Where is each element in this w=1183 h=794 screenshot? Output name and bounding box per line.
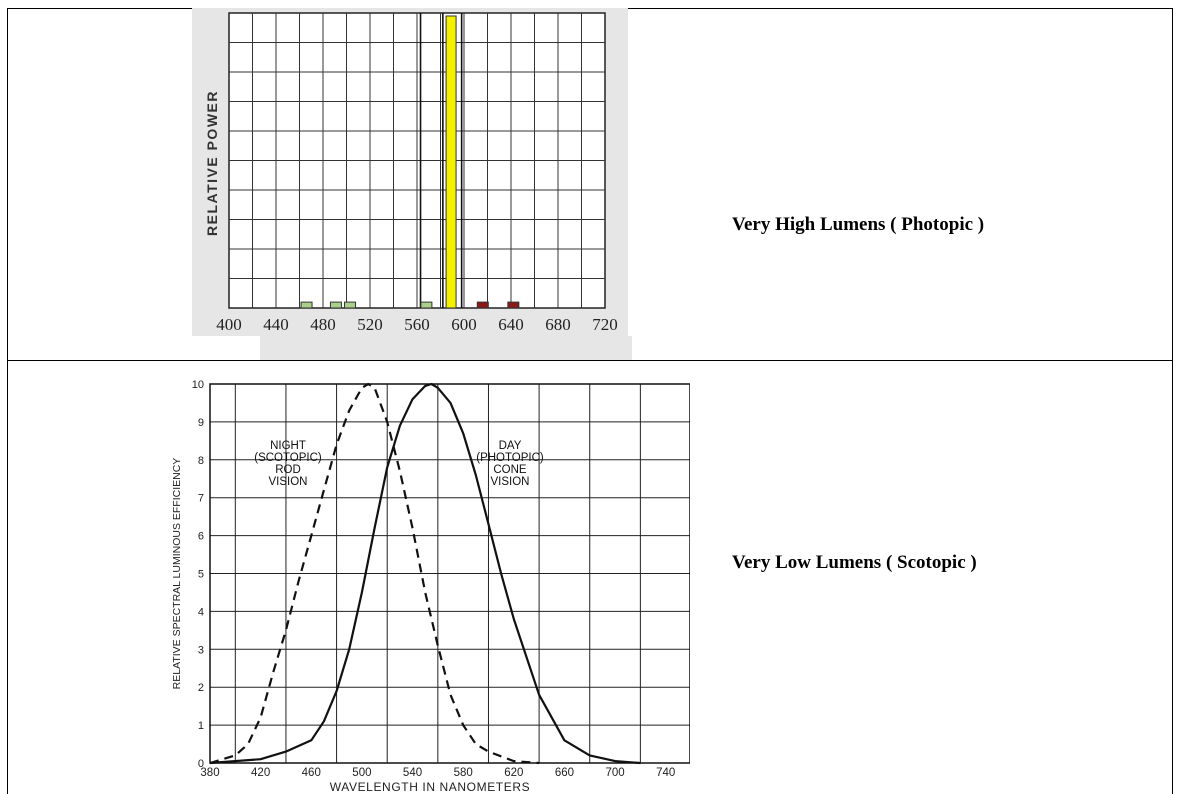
x-tick-label: 400	[216, 315, 242, 334]
efficiency-panel: 0 1 2 3 4 5 6 7 8 9 10 380 420 460 500 540 580 620 660 700 7…	[160, 372, 690, 794]
scotopic-curve	[209, 382, 540, 765]
x-tick-label: 380	[200, 767, 219, 779]
caption-scotopic: Very Low Lumens ( Scotopic )	[732, 552, 977, 573]
spectrum-panel: 400 440 480 520 560 600 640 680 720 RELATIVE POWE…	[192, 8, 632, 360]
spectrum-background-strip	[260, 336, 632, 360]
spectral-line-bar	[476, 301, 489, 309]
y-tick-label: 0	[198, 758, 204, 770]
y-tick-label: 5	[198, 569, 204, 581]
spectral-line-bar	[420, 301, 433, 309]
y-tick-label: 7	[198, 493, 204, 505]
x-tick-label: 660	[555, 767, 574, 779]
y-tick-label: 8	[198, 455, 204, 467]
x-tick-label: 700	[605, 767, 624, 779]
y-tick-label: 9	[198, 417, 204, 429]
y-tick-label: 4	[198, 606, 204, 618]
spectral-line-bar	[507, 301, 520, 309]
row-divider	[7, 360, 1173, 361]
y-tick-label: 6	[198, 531, 204, 543]
x-tick-label: 460	[302, 767, 321, 779]
x-tick-label: 680	[545, 315, 571, 334]
y-tick-label: 3	[198, 644, 204, 656]
x-tick-label: 540	[403, 767, 422, 779]
x-tick-label: 580	[454, 767, 473, 779]
scotopic-annotation-line: ROD	[275, 464, 301, 476]
efficiency-chart: 0 1 2 3 4 5 6 7 8 9 10 380 420 460 500 540 580 620 660 700 7…	[171, 379, 690, 794]
x-tick-label: 740	[656, 767, 675, 779]
x-tick-label: 440	[263, 315, 289, 334]
spectral-line-bar	[329, 301, 342, 309]
x-tick-label: 480	[310, 315, 336, 334]
x-tick-label: 600	[451, 315, 477, 334]
plot-area	[209, 383, 690, 764]
spectral-line-bar	[344, 301, 357, 309]
scotopic-annotation-line: VISION	[269, 476, 308, 488]
photopic-annotation-line: CONE	[493, 464, 527, 476]
x-tick-label: 520	[357, 315, 383, 334]
x-tick-label: 640	[498, 315, 524, 334]
photopic-annotation-line: DAY	[499, 440, 522, 452]
spectral-line-bar	[445, 15, 457, 309]
spectrum-chart: 400 440 480 520 560 600 640 680 720 RELATIVE POWE…	[192, 8, 632, 360]
y-tick-label: 2	[198, 682, 204, 694]
x-tick-label: 620	[504, 767, 523, 779]
caption-photopic: Very High Lumens ( Photopic )	[732, 214, 985, 235]
photopic-annotation-line: VISION	[491, 476, 530, 488]
y-axis-label: RELATIVE POWER	[204, 90, 220, 236]
scotopic-annotation-line: NIGHT	[270, 440, 306, 452]
x-tick-label: 720	[592, 315, 618, 334]
photopic-annotation-line: (PHOTOPIC)	[476, 452, 544, 464]
photopic-curve	[209, 382, 641, 765]
y-axis-label: RELATIVE SPECTRAL LUMINOUS EFFICIENCY	[171, 458, 183, 690]
y-tick-label: 1	[198, 720, 204, 732]
scotopic-annotation-line: (SCOTOPIC)	[254, 452, 322, 464]
x-tick-label: 500	[352, 767, 371, 779]
x-axis-label: WAVELENGTH IN NANOMETERS	[330, 780, 530, 794]
x-tick-label: 560	[404, 315, 430, 334]
y-tick-label: 10	[192, 379, 204, 391]
spectral-line-bar	[300, 301, 313, 309]
x-tick-label: 420	[251, 767, 270, 779]
